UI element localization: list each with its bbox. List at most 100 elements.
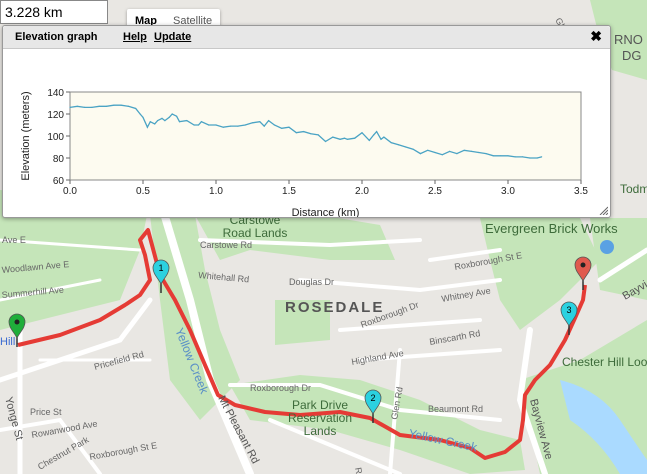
x-tick-label: 1.5 — [282, 186, 296, 197]
elevation-point — [197, 124, 200, 126]
elevation-point — [186, 120, 188, 122]
map-type-map-button[interactable]: Map — [135, 15, 157, 27]
elevation-point — [142, 116, 144, 118]
elevation-point — [135, 107, 137, 110]
update-link[interactable]: Update — [154, 31, 192, 43]
close-icon[interactable]: ✖ — [590, 28, 602, 44]
elevation-point — [263, 125, 265, 127]
route-marker-4[interactable] — [8, 313, 26, 347]
elevation-point — [332, 136, 334, 138]
elevation-point — [303, 131, 305, 133]
label-park-drive-3: Lands — [304, 424, 337, 438]
elevation-point — [470, 150, 473, 152]
label-rosedale: ROSEDALE — [285, 299, 384, 316]
street-carstowe: Carstowe Rd — [200, 240, 252, 250]
label-carstowe-lands-2: Road Lands — [223, 226, 288, 240]
elevation-point — [69, 106, 71, 108]
marker-label: 1 — [158, 263, 163, 273]
elevation-point — [146, 126, 148, 128]
elevation-point — [164, 120, 166, 122]
street-rd: Rd — [353, 467, 365, 474]
elevation-point — [427, 149, 429, 151]
elevation-chart: 0.0 0.5 1.0 1.5 2.0 2.5 3.0 3.5 60 80 100 120 140 Dis… — [20, 88, 588, 217]
marker-label: 3 — [566, 305, 571, 315]
elevation-point — [113, 104, 115, 106]
x-tick-label: 0.5 — [136, 186, 150, 197]
elevation-point — [76, 105, 78, 107]
elevation-point — [500, 155, 502, 157]
elevation-point — [215, 124, 217, 126]
elevation-point — [536, 157, 538, 159]
elevation-point — [127, 105, 129, 107]
street-douglas: Douglas Dr — [289, 277, 334, 287]
y-tick-label: 60 — [53, 176, 65, 187]
elevation-point — [222, 126, 224, 128]
elevation-point — [492, 155, 494, 157]
x-tick-label: 2.5 — [428, 186, 442, 197]
elevation-point — [154, 123, 156, 125]
label-chester-hill: Chester Hill Loo — [562, 355, 647, 369]
street-roxborough-dr2: Roxborough Dr — [250, 383, 311, 393]
x-axis-label: Distance (km) — [292, 207, 360, 217]
x-tick-label: 2.0 — [355, 186, 369, 197]
elevation-point — [485, 153, 487, 155]
river — [560, 380, 647, 474]
elevation-point — [288, 126, 290, 128]
elevation-point — [343, 137, 346, 139]
elevation-point — [157, 120, 159, 122]
elevation-point — [434, 151, 436, 154]
street-price: Price St — [30, 407, 62, 417]
map-type-satellite-button[interactable]: Satellite — [173, 15, 213, 27]
elevation-point — [368, 139, 370, 141]
elevation-point — [376, 131, 378, 133]
panel-title: Elevation graph — [15, 31, 98, 43]
street-beaumont: Beaumont Rd — [428, 404, 483, 414]
elevation-point — [237, 125, 239, 127]
elevation-point — [176, 115, 178, 117]
route-marker-1[interactable]: 1 — [152, 259, 170, 293]
elevation-point — [463, 149, 465, 151]
elevation-point — [541, 156, 543, 158]
elevation-point — [230, 125, 232, 127]
route-marker-3[interactable]: 3 — [560, 301, 578, 335]
elevation-point — [281, 127, 283, 129]
street-dg: DG — [622, 48, 642, 63]
y-tick-label: 140 — [47, 88, 64, 99]
route-marker-5[interactable] — [574, 256, 592, 290]
elevation-point — [324, 140, 327, 143]
elevation-point — [149, 121, 151, 123]
elevation-point — [419, 153, 421, 155]
elevation-point — [339, 138, 341, 140]
elevation-point — [383, 136, 385, 138]
distance-readout: 3.228 km — [0, 0, 108, 24]
marker-label: 2 — [370, 393, 375, 403]
elevation-point — [84, 106, 86, 108]
street-whitehall: Whitehall Rd — [198, 270, 250, 284]
elevation-point — [208, 124, 210, 126]
elevation-point — [441, 154, 443, 156]
label-park-drive-2: Reservation — [288, 411, 352, 425]
label-todm: Todm — [620, 182, 647, 196]
elevation-point — [178, 121, 181, 123]
elevation-point — [405, 146, 407, 148]
poi-icon[interactable] — [600, 240, 614, 254]
elevation-panel: Elevation graph Help Update ✖ 0.0 0.5 1.0 1… — [2, 25, 611, 218]
elevation-point — [193, 124, 195, 126]
roads — [0, 196, 647, 474]
elevation-point — [244, 124, 246, 126]
elevation-point — [171, 113, 173, 115]
help-link[interactable]: Help — [123, 31, 147, 43]
route-marker-2[interactable]: 2 — [364, 389, 382, 423]
street-ave-e: Ave E — [2, 235, 26, 245]
label-park-drive-1: Park Drive — [292, 398, 348, 412]
elevation-point — [91, 106, 93, 108]
route-path[interactable] — [17, 228, 587, 460]
elevation-point — [161, 117, 163, 119]
resize-handle-icon[interactable] — [598, 205, 608, 215]
elevation-point — [449, 150, 451, 152]
elevation-point — [412, 148, 414, 150]
elevation-point — [361, 132, 363, 134]
elevation-point — [310, 133, 312, 135]
x-tick-label: 1.0 — [209, 186, 223, 197]
y-tick-label: 120 — [47, 110, 64, 121]
